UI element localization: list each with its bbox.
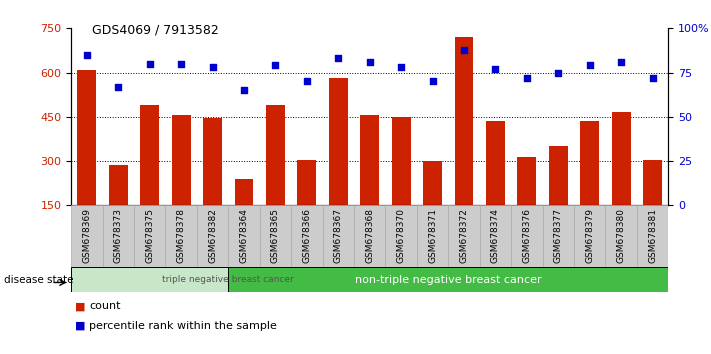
Text: GSM678366: GSM678366 [302,209,311,263]
Point [616,59,627,65]
Bar [606,205,637,267]
Point [490,66,501,72]
Text: GSM678367: GSM678367 [333,209,343,263]
Text: GSM678374: GSM678374 [491,209,500,263]
Text: GSM678371: GSM678371 [428,209,437,263]
Bar [329,79,348,205]
Bar [511,205,542,267]
Bar [480,205,511,267]
Text: GSM678373: GSM678373 [114,209,123,263]
Bar [235,179,253,205]
Bar [643,160,662,205]
Text: count: count [89,301,120,311]
Bar [140,105,159,205]
Text: non-triple negative breast cancer: non-triple negative breast cancer [355,275,542,285]
Bar [134,205,166,267]
Text: GSM678369: GSM678369 [82,209,91,263]
Bar [580,121,599,205]
Bar [197,205,228,267]
Text: GSM678381: GSM678381 [648,209,657,263]
Text: GSM678365: GSM678365 [271,209,280,263]
Point [301,79,313,84]
Point [269,63,281,68]
Point [459,47,470,52]
Point [521,75,533,81]
Point [647,75,658,81]
Bar [542,205,574,267]
Point [207,64,218,70]
Bar [417,205,449,267]
Point [176,61,187,67]
Point [395,64,407,70]
Text: ■: ■ [75,321,85,331]
Text: ■: ■ [75,301,85,311]
Text: GSM678376: GSM678376 [523,209,531,263]
Bar [260,205,291,267]
Point [584,63,595,68]
Bar [71,205,102,267]
Bar [171,115,191,205]
Text: triple negative breast cancer: triple negative breast cancer [162,275,294,284]
Bar [354,205,385,267]
Bar [423,161,442,205]
Bar [637,205,668,267]
Bar [102,205,134,267]
Bar [77,70,96,205]
Text: GSM678382: GSM678382 [208,209,217,263]
Point [81,52,92,58]
Text: GSM678377: GSM678377 [554,209,563,263]
Bar [228,267,668,292]
Bar [385,205,417,267]
Bar [360,115,379,205]
Point [552,70,564,75]
Bar [71,267,228,292]
Text: disease state: disease state [4,275,73,285]
Bar [392,117,410,205]
Point [333,56,344,61]
Text: GSM678364: GSM678364 [240,209,248,263]
Bar [449,205,480,267]
Point [364,59,375,65]
Text: GDS4069 / 7913582: GDS4069 / 7913582 [92,23,219,36]
Bar [266,105,285,205]
Point [427,79,438,84]
Bar [109,166,128,205]
Text: GSM678380: GSM678380 [616,209,626,263]
Bar [549,146,568,205]
Point [112,84,124,90]
Text: GSM678370: GSM678370 [397,209,406,263]
Bar [166,205,197,267]
Text: GSM678378: GSM678378 [176,209,186,263]
Bar [203,118,222,205]
Text: percentile rank within the sample: percentile rank within the sample [89,321,277,331]
Bar [611,113,631,205]
Text: GSM678372: GSM678372 [459,209,469,263]
Bar [454,37,474,205]
Text: GSM678375: GSM678375 [145,209,154,263]
Bar [486,121,505,205]
Text: GSM678379: GSM678379 [585,209,594,263]
Bar [228,205,260,267]
Bar [297,160,316,205]
Point [238,87,250,93]
Bar [574,205,606,267]
Bar [518,156,536,205]
Point [144,61,156,67]
Bar [323,205,354,267]
Bar [291,205,323,267]
Text: GSM678368: GSM678368 [365,209,374,263]
